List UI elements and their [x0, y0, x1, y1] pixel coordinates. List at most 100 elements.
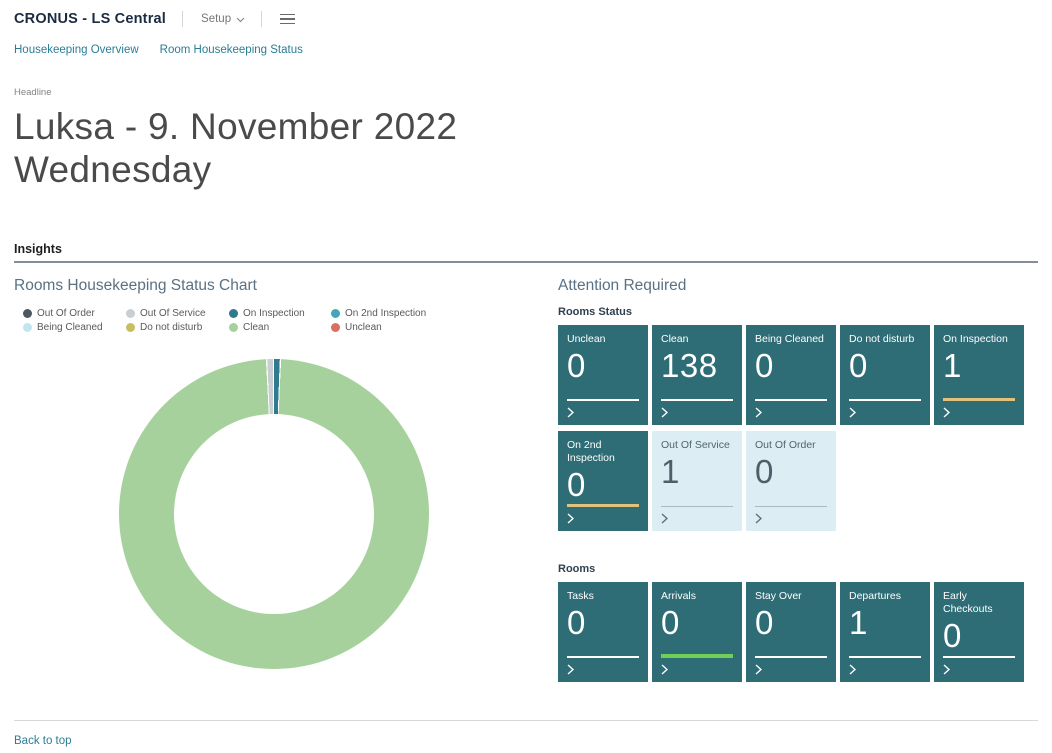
legend-dot-icon — [126, 322, 135, 332]
insights-content: Rooms Housekeeping Status Chart Out Of O… — [14, 277, 1038, 682]
app-title: CRONUS - LS Central — [14, 11, 167, 27]
insights-header: Insights — [14, 242, 1038, 263]
legend-item: Clean — [229, 322, 331, 333]
tile-tasks[interactable]: Tasks 0 — [558, 581, 648, 682]
chart-title: Rooms Housekeeping Status Chart — [14, 276, 257, 294]
tile-value: 0 — [755, 603, 774, 641]
tile-early-checkouts[interactable]: Early Checkouts 0 — [934, 581, 1024, 682]
legend-dot-icon — [23, 308, 32, 318]
tile-value: 0 — [567, 603, 586, 641]
legend-dot-icon — [331, 322, 340, 332]
tile-on-inspection[interactable]: On Inspection 1 — [934, 324, 1024, 425]
drilldown-chevron-icon — [567, 664, 639, 675]
legend-dot-icon — [331, 308, 340, 318]
rooms-label: Rooms — [558, 562, 596, 575]
drilldown-chevron-icon — [661, 664, 733, 675]
tile-value: 0 — [567, 346, 586, 384]
tile-departures[interactable]: Departures 1 — [840, 581, 930, 682]
tile-out-of-order[interactable]: Out Of Order 0 — [746, 430, 836, 531]
legend-dot-icon — [229, 308, 238, 318]
drilldown-chevron-icon — [567, 513, 639, 524]
tile-do-not-disturb[interactable]: Do not disturb 0 — [840, 324, 930, 425]
tile-underline — [661, 653, 733, 658]
tile-underline — [567, 398, 639, 401]
legend-dot-icon — [229, 322, 238, 332]
legend-label: On Inspection — [243, 307, 305, 319]
drilldown-chevron-icon — [849, 664, 921, 675]
tile-label: Tasks — [567, 589, 594, 602]
drilldown-chevron-icon — [567, 407, 639, 418]
attention-required-panel: Attention Required Rooms Status Unclean … — [558, 277, 1038, 682]
drilldown-chevron-icon — [943, 407, 1015, 418]
setup-label: Setup — [201, 13, 232, 25]
legend-item: Unclean — [331, 322, 558, 333]
hamburger-menu-icon[interactable] — [280, 13, 296, 25]
tile-label: Departures — [849, 589, 901, 602]
drilldown-chevron-icon — [661, 407, 733, 418]
tile-out-of-service[interactable]: Out Of Service 1 — [652, 430, 742, 531]
tile-label: Being Cleaned — [755, 332, 824, 345]
tile-value: 1 — [849, 603, 868, 641]
legend-item: On Inspection — [229, 308, 331, 319]
tile-value: 0 — [661, 603, 680, 641]
legend-item: Do not disturb — [126, 322, 229, 333]
drilldown-chevron-icon — [661, 513, 733, 524]
tile-label: On Inspection — [943, 332, 1008, 345]
drilldown-chevron-icon — [755, 664, 827, 675]
tile-stay-over[interactable]: Stay Over 0 — [746, 581, 836, 682]
tile-underline — [849, 398, 921, 401]
legend-item: On 2nd Inspection — [331, 308, 558, 319]
action-bar: Housekeeping Overview Room Housekeeping … — [14, 44, 1038, 56]
nav-room-housekeeping-status[interactable]: Room Housekeeping Status — [159, 44, 303, 56]
attention-required-title: Attention Required — [558, 276, 687, 294]
drilldown-chevron-icon — [943, 664, 1015, 675]
tile-being-cleaned[interactable]: Being Cleaned 0 — [746, 324, 836, 425]
headline-section: Headline Luksa - 9. November 2022 Wednesd… — [14, 87, 1038, 192]
footer-divider — [14, 719, 1038, 721]
tile-value: 138 — [661, 346, 718, 384]
headline-text: Luksa - 9. November 2022 Wednesday — [14, 105, 1038, 192]
tile-on-2nd-inspection[interactable]: On 2nd Inspection 0 — [558, 430, 648, 531]
tile-label: Unclean — [567, 332, 606, 345]
legend-label: On 2nd Inspection — [345, 307, 427, 319]
tile-value: 0 — [755, 346, 774, 384]
tile-unclean[interactable]: Unclean 0 — [558, 324, 648, 425]
tile-underline — [755, 655, 827, 658]
tile-label: On 2nd Inspection — [567, 438, 615, 464]
chart-legend: Out Of Order Out Of Service On Inspectio… — [23, 308, 558, 333]
headline-line2: Wednesday — [14, 149, 212, 191]
legend-label: Out Of Service — [140, 307, 206, 319]
tile-label: Clean — [661, 332, 689, 345]
headline-label: Headline — [14, 87, 52, 98]
tile-clean[interactable]: Clean 138 — [652, 324, 742, 425]
donut-hole — [174, 413, 374, 614]
tile-underline — [755, 398, 827, 401]
legend-item: Out Of Order — [23, 308, 126, 319]
insights-heading: Insights — [14, 241, 62, 256]
drilldown-chevron-icon — [755, 407, 827, 418]
tile-underline — [755, 505, 827, 507]
legend-dot-icon — [23, 322, 32, 332]
rooms-status-tiles: Unclean 0 Clean 138 Being Cleaned 0 — [558, 324, 1028, 531]
tile-value: 0 — [849, 346, 868, 384]
donut-chart[interactable] — [119, 358, 429, 669]
back-to-top-link[interactable]: Back to top — [14, 734, 72, 747]
setup-menu-button[interactable]: Setup — [201, 13, 245, 25]
nav-housekeeping-overview[interactable]: Housekeeping Overview — [14, 44, 139, 56]
tile-underline — [567, 503, 639, 507]
tile-value: 0 — [755, 452, 774, 490]
chevron-down-icon — [236, 17, 245, 22]
tile-underline — [661, 398, 733, 401]
tile-value: 0 — [943, 616, 962, 654]
legend-label: Clean — [243, 321, 270, 333]
legend-label: Unclean — [345, 321, 382, 333]
tile-value: 1 — [943, 346, 962, 384]
tile-label: Out Of Service — [661, 438, 730, 451]
tile-arrivals[interactable]: Arrivals 0 — [652, 581, 742, 682]
tile-label: Do not disturb — [849, 332, 915, 345]
legend-label: Being Cleaned — [37, 321, 103, 333]
vertical-divider — [182, 11, 184, 27]
rooms-status-label: Rooms Status — [558, 305, 632, 318]
legend-label: Out Of Order — [37, 307, 95, 319]
